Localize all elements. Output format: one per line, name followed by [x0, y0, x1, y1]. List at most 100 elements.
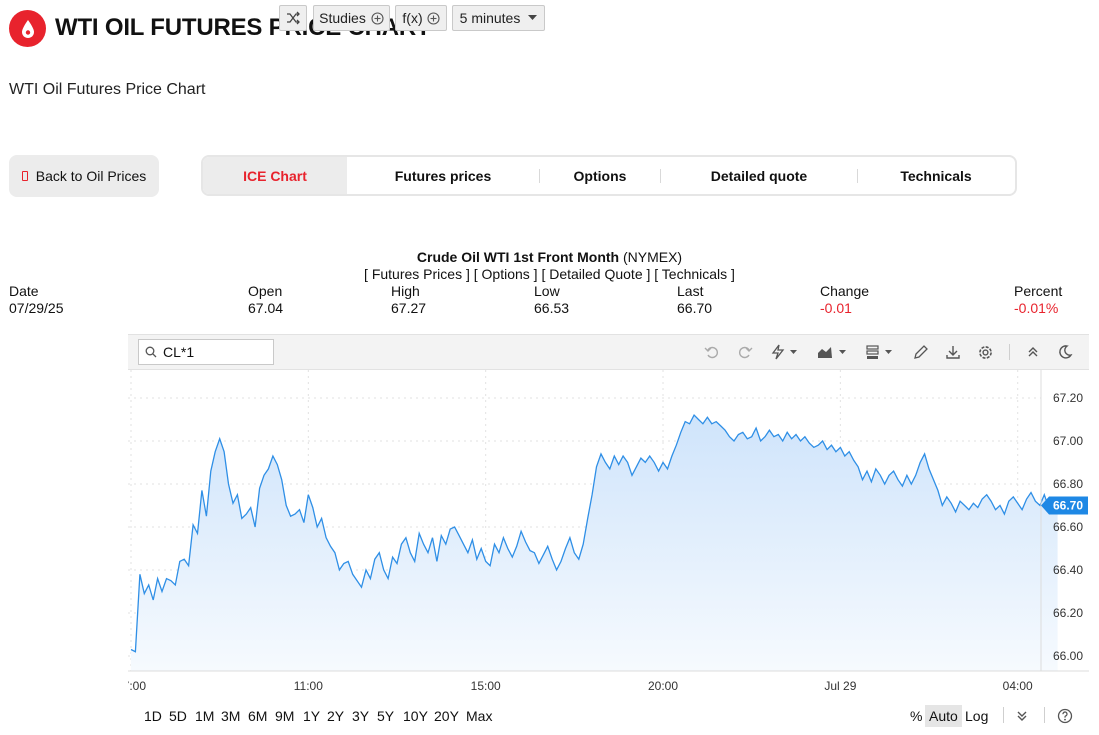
range-10y[interactable]: 10Y — [403, 708, 428, 724]
back-button-label: Back to Oil Prices — [35, 168, 147, 184]
x-tick-label: Jul 29 — [824, 679, 856, 693]
last-price-marker — [1041, 496, 1088, 515]
date-value: 07/29/25 — [9, 300, 64, 316]
chart-type-icon[interactable] — [816, 342, 850, 362]
tab-options[interactable]: Options — [573, 167, 627, 184]
tab-detailed-quote[interactable]: Detailed quote — [710, 167, 808, 184]
low-value: 66.53 — [534, 300, 570, 316]
chart-toolbar — [128, 334, 1089, 370]
range-1d[interactable]: 1D — [144, 708, 162, 724]
date-label: Date — [9, 283, 39, 299]
redo-icon[interactable] — [735, 342, 755, 362]
add-circle-icon — [427, 11, 440, 25]
range-divider — [1044, 707, 1045, 723]
price-area-fill — [131, 415, 1058, 671]
y-tick-label: 66.40 — [1053, 563, 1083, 577]
download-icon[interactable] — [943, 342, 963, 362]
undo-icon[interactable] — [702, 342, 722, 362]
percent-label: Percent — [1014, 283, 1063, 299]
tab-ice-chart[interactable]: ICE Chart — [203, 157, 347, 194]
back-icon — [21, 171, 28, 181]
dark-mode-moon-icon[interactable] — [1055, 342, 1075, 362]
change-value: -0.01 — [820, 300, 852, 316]
price-chart[interactable]: 66.00 66.20 66.40 66.60 66.80 67.00 67.20 07:0… — [128, 370, 1089, 700]
x-tick-label: 20:00 — [648, 679, 678, 693]
last-price-badge: 66.70 — [1041, 496, 1088, 515]
events-icon[interactable] — [769, 342, 801, 362]
range-9m[interactable]: 9M — [275, 708, 295, 724]
log-scale-toggle[interactable]: Log — [965, 708, 989, 724]
search-icon — [145, 346, 157, 358]
range-3y[interactable]: 3Y — [352, 708, 370, 724]
x-axis-ticks: 07:00 11:00 15:00 20:00 Jul 29 04:00 — [128, 679, 1033, 693]
interval-label: 5 minutes — [459, 10, 521, 26]
shuffle-icon — [287, 11, 300, 25]
range-20y[interactable]: 20Y — [434, 708, 459, 724]
tab-divider — [857, 168, 858, 183]
low-label: Low — [534, 283, 560, 299]
studies-label: Studies — [319, 10, 366, 26]
x-tick-label: 11:00 — [294, 679, 323, 693]
range-divider — [1003, 707, 1004, 723]
price-series-line — [130, 414, 1058, 653]
studies-button[interactable]: Studies — [313, 5, 390, 31]
y-axis-ticks: 66.00 66.20 66.40 66.60 66.80 67.00 67.20 — [1053, 391, 1083, 663]
y-tick-label: 66.80 — [1053, 477, 1083, 491]
interval-select[interactable]: 5 minutes — [452, 5, 545, 31]
quote-title: Crude Oil WTI 1st Front Month (NYMEX) — [0, 249, 1099, 265]
range-2y[interactable]: 2Y — [327, 708, 345, 724]
auto-scale-toggle[interactable]: Auto — [925, 705, 962, 727]
quote-exchange: (NYMEX) — [619, 249, 683, 265]
caret-down-icon — [528, 15, 538, 20]
page-subtitle: WTI Oil Futures Price Chart — [9, 81, 206, 98]
y-tick-label: 66.20 — [1053, 606, 1083, 620]
collapse-down-icon[interactable] — [1012, 706, 1032, 726]
percent-scale-toggle[interactable]: % — [910, 708, 923, 724]
x-tick-label: 15:00 — [471, 679, 501, 693]
function-label: f(x) — [402, 10, 423, 26]
high-label: High — [391, 283, 420, 299]
tab-divider — [660, 168, 661, 183]
symbol-value: CL*1 — [163, 344, 195, 360]
y-tick-label: 67.20 — [1053, 391, 1083, 405]
y-tick-label: 67.00 — [1053, 434, 1083, 448]
range-3m[interactable]: 3M — [221, 708, 241, 724]
tab-technicals[interactable]: Technicals — [900, 167, 972, 184]
compare-button[interactable] — [279, 5, 307, 31]
y-tick-label: 66.60 — [1053, 520, 1083, 534]
back-to-oil-prices-button[interactable]: Back to Oil Prices — [9, 155, 159, 197]
quote-links[interactable]: [ Futures Prices ] [ Options ] [ Detaile… — [364, 266, 735, 282]
settings-gear-icon[interactable] — [975, 342, 995, 362]
draw-pencil-icon[interactable] — [911, 342, 931, 362]
tab-futures-prices[interactable]: Futures prices — [394, 167, 492, 184]
collapse-up-icon[interactable] — [1023, 342, 1043, 362]
last-label: Last — [677, 283, 704, 299]
range-max[interactable]: Max — [466, 708, 493, 724]
range-6m[interactable]: 6M — [248, 708, 268, 724]
add-circle-icon — [371, 11, 384, 25]
y-tick-label: 66.00 — [1053, 649, 1083, 663]
oil-drop-logo — [9, 10, 46, 47]
change-label: Change — [820, 283, 870, 299]
tab-divider — [539, 168, 540, 183]
percent-value: -0.01% — [1014, 300, 1059, 316]
range-5y[interactable]: 5Y — [377, 708, 395, 724]
open-value: 67.04 — [248, 300, 284, 316]
last-price-label: 66.70 — [1053, 498, 1083, 512]
x-tick-label: 07:00 — [128, 679, 146, 693]
range-1m[interactable]: 1M — [195, 708, 215, 724]
function-button[interactable]: f(x) — [395, 5, 447, 31]
chart-tabs: ICE Chart Futures prices Options Detaile… — [201, 155, 1017, 196]
toolbar-divider — [1009, 344, 1010, 360]
symbol-search-input[interactable]: CL*1 — [138, 339, 274, 365]
x-tick-label: 04:00 — [1003, 679, 1033, 693]
range-5d[interactable]: 5D — [169, 708, 187, 724]
drop-icon — [21, 19, 34, 38]
display-icon[interactable] — [864, 342, 898, 362]
high-value: 67.27 — [391, 300, 427, 316]
range-1y[interactable]: 1Y — [303, 708, 321, 724]
quote-instrument: Crude Oil WTI 1st Front Month — [416, 249, 620, 265]
help-icon[interactable] — [1055, 706, 1075, 726]
last-value: 66.70 — [677, 300, 713, 316]
open-label: Open — [248, 283, 283, 299]
